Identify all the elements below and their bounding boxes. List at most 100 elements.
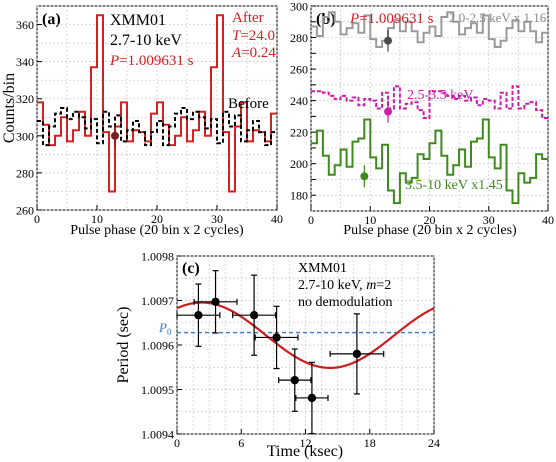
y-tick-label: 1.0094 bbox=[141, 428, 174, 442]
y-tick-label: 280 bbox=[290, 31, 308, 45]
data-point bbox=[290, 375, 299, 385]
panel-b-period-var: P bbox=[349, 11, 359, 27]
data-point bbox=[111, 131, 119, 140]
panel-a-period-val: =1.009631 s bbox=[119, 53, 193, 69]
panel-a-ylabel: Counts/bin bbox=[1, 73, 18, 143]
panel-b: (b) 0 10 20 30 40 180 200 220 240 260 280 300 P=1.0… bbox=[290, 0, 554, 238]
data-point bbox=[384, 107, 393, 116]
series-line-3.5-10kev bbox=[311, 118, 548, 205]
panel-b-legend-1: 2.0-2.5 keV x 1.16 bbox=[449, 10, 547, 25]
panel-b-sample-points bbox=[360, 29, 393, 188]
series-line-2.5-3.5kev bbox=[311, 85, 548, 119]
data-point bbox=[211, 297, 220, 307]
panel-a-period-var: P bbox=[109, 53, 119, 69]
y-tick-label: 300 bbox=[290, 0, 308, 14]
data-point bbox=[360, 172, 369, 181]
y-tick-label: 260 bbox=[16, 204, 34, 218]
y-tick-label: 340 bbox=[16, 55, 34, 69]
y-tick-label: 1.0098 bbox=[141, 250, 174, 264]
panel-c-ylabel: Period (sec) bbox=[115, 307, 132, 384]
y-tick-label: 180 bbox=[290, 189, 308, 203]
data-point bbox=[352, 349, 362, 359]
panel-a-after-A: A=0.24 bbox=[231, 45, 276, 61]
y-tick-label: 260 bbox=[290, 63, 308, 77]
panel-c-m-val: =2 bbox=[376, 278, 391, 293]
panel-b-xlabel: Pulse phase (20 bin x 2 cycles) bbox=[343, 223, 517, 238]
panel-a-before-label: Before bbox=[228, 96, 269, 112]
x-tick-label: 40 bbox=[542, 213, 554, 227]
x-tick-label: 20 bbox=[151, 212, 163, 226]
panel-c-points bbox=[176, 270, 385, 435]
panel-b-legend-3: 3.5-10 keV x1.45 bbox=[405, 178, 503, 193]
panel-b-period: P=1.009631 s bbox=[349, 11, 434, 27]
panel-a-grid bbox=[36, 5, 278, 211]
panel-a-after-A-val: =0.24 bbox=[241, 45, 276, 61]
y-tick-label: 1.0096 bbox=[141, 339, 174, 353]
panel-c-xlabel: Time (ksec) bbox=[267, 443, 343, 460]
panel-c: (c) 0 6 12 18 24 1.0094 1.0095 1.0096 1.0097 1.00… bbox=[115, 250, 440, 461]
panel-b-legend-2: 2.5-3.5 keV bbox=[407, 88, 474, 103]
panel-c-label: (c) bbox=[182, 260, 200, 277]
panel-c-band: 2.7-10 keV, m=2 bbox=[298, 278, 391, 293]
data-point bbox=[249, 310, 259, 320]
panel-a-ticks: 0 10 20 30 40 260 280 300 320 340 360 bbox=[16, 18, 283, 226]
x-tick-label: 0 bbox=[174, 436, 180, 450]
panel-c-p0-var: P bbox=[158, 320, 167, 335]
y-tick-label: 300 bbox=[16, 129, 34, 143]
x-tick-label: 10 bbox=[364, 213, 376, 227]
panel-c-ticks: 0 6 12 18 24 1.0094 1.0095 1.0096 1.0097 1.0098 bbox=[141, 250, 440, 451]
panel-a-after-title: After bbox=[232, 10, 264, 26]
data-point bbox=[194, 310, 203, 320]
panel-b-label: (b) bbox=[316, 11, 336, 28]
series-line-2-2.5kev bbox=[311, 11, 548, 48]
x-tick-label: 6 bbox=[238, 436, 244, 450]
y-tick-label: 1.0095 bbox=[141, 383, 174, 397]
data-point bbox=[272, 333, 281, 342]
panel-c-model bbox=[176, 301, 435, 369]
panel-a-xlabel: Pulse phase (20 bin x 2 cycles) bbox=[70, 223, 244, 238]
panel-a: (a) 0 10 20 30 40 260 280 300 320 340 360 XMM01 2.… bbox=[1, 5, 283, 238]
x-tick-label: 24 bbox=[428, 436, 440, 450]
panel-a-sample-point bbox=[111, 124, 119, 147]
x-tick-label: 30 bbox=[483, 213, 495, 227]
panel-c-grid bbox=[176, 255, 435, 435]
y-tick-label: 360 bbox=[16, 18, 34, 32]
series-line-before bbox=[37, 107, 277, 147]
panel-c-band-prefix: 2.7-10 keV, bbox=[298, 278, 366, 293]
panel-b-grid bbox=[310, 5, 549, 212]
x-tick-label: 12 bbox=[300, 436, 312, 450]
x-tick-label: 40 bbox=[271, 212, 283, 226]
panel-a-after-T: T=24.0 bbox=[232, 28, 275, 44]
model-curve bbox=[176, 301, 435, 369]
panel-b-period-val: =1.009631 s bbox=[359, 11, 433, 27]
panel-c-obs: XMM01 bbox=[298, 261, 347, 276]
x-tick-label: 18 bbox=[364, 436, 376, 450]
y-tick-label: 1.0097 bbox=[141, 294, 174, 308]
y-tick-label: 220 bbox=[290, 126, 308, 140]
panel-a-after-A-var: A bbox=[231, 45, 242, 61]
y-tick-label: 200 bbox=[290, 157, 308, 171]
panel-c-p0-sub: 0 bbox=[167, 327, 172, 337]
panel-b-series bbox=[311, 11, 548, 205]
panel-a-series bbox=[37, 14, 277, 193]
panel-a-period: P=1.009631 s bbox=[109, 53, 194, 69]
panel-a-after-T-var: T bbox=[232, 28, 242, 44]
x-tick-label: 0 bbox=[34, 212, 40, 226]
panel-a-band: 2.7-10 keV bbox=[110, 32, 182, 49]
x-tick-label: 10 bbox=[91, 212, 103, 226]
y-tick-label: 280 bbox=[16, 166, 34, 180]
y-tick-label: 240 bbox=[290, 94, 308, 108]
panel-c-m-var: m bbox=[366, 278, 376, 293]
x-tick-label: 0 bbox=[308, 213, 314, 227]
panel-a-obs: XMM01 bbox=[110, 12, 166, 29]
panel-c-p0-label: P0 bbox=[158, 320, 172, 337]
panel-a-label: (a) bbox=[42, 11, 61, 28]
y-tick-label: 320 bbox=[16, 92, 34, 106]
series-line-after bbox=[37, 14, 277, 193]
panel-c-demod: no demodulation bbox=[298, 295, 393, 310]
x-tick-label: 20 bbox=[424, 213, 436, 227]
panel-a-after-T-val: =24.0 bbox=[240, 28, 275, 44]
panel-b-ticks: 0 10 20 30 40 180 200 220 240 260 280 300 bbox=[290, 0, 554, 227]
data-point bbox=[384, 36, 393, 45]
